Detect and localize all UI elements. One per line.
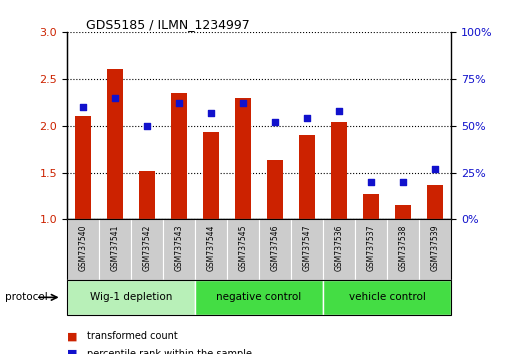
Point: [271, 119, 279, 125]
Bar: [235, 98, 251, 219]
Text: GDS5185 / ILMN_1234997: GDS5185 / ILMN_1234997: [86, 18, 250, 31]
Text: GSM737537: GSM737537: [367, 224, 376, 271]
Text: GSM737540: GSM737540: [78, 224, 87, 271]
Bar: [396, 205, 411, 219]
Text: Wig-1 depletion: Wig-1 depletion: [90, 292, 172, 302]
Bar: [427, 185, 443, 219]
Point: [78, 104, 87, 110]
Point: [367, 179, 376, 185]
Bar: [171, 93, 187, 219]
Text: protocol: protocol: [5, 292, 48, 302]
Point: [399, 179, 407, 185]
Text: GSM737539: GSM737539: [431, 224, 440, 271]
Point: [143, 123, 151, 129]
Bar: [363, 194, 379, 219]
Text: GSM737536: GSM737536: [334, 224, 344, 271]
Text: GSM737545: GSM737545: [239, 224, 248, 271]
Point: [431, 166, 440, 172]
Point: [303, 115, 311, 121]
Bar: [107, 69, 123, 219]
Text: GSM737543: GSM737543: [174, 224, 184, 271]
Text: GSM737546: GSM737546: [270, 224, 280, 271]
Text: ■: ■: [67, 331, 77, 341]
Bar: [75, 116, 91, 219]
Point: [111, 95, 119, 101]
Bar: [139, 171, 155, 219]
Point: [175, 100, 183, 106]
Point: [335, 108, 343, 114]
Text: transformed count: transformed count: [87, 331, 178, 341]
Text: GSM737538: GSM737538: [399, 224, 408, 271]
Text: GSM737542: GSM737542: [142, 224, 151, 271]
Bar: [299, 135, 315, 219]
Bar: [267, 160, 283, 219]
Text: percentile rank within the sample: percentile rank within the sample: [87, 349, 252, 354]
Bar: [331, 122, 347, 219]
Text: negative control: negative control: [216, 292, 302, 302]
Bar: [203, 132, 219, 219]
Point: [239, 100, 247, 106]
Text: GSM737544: GSM737544: [206, 224, 215, 271]
Text: GSM737541: GSM737541: [110, 224, 120, 271]
Text: GSM737547: GSM737547: [303, 224, 312, 271]
Text: ■: ■: [67, 349, 77, 354]
Text: vehicle control: vehicle control: [349, 292, 426, 302]
Point: [207, 110, 215, 115]
